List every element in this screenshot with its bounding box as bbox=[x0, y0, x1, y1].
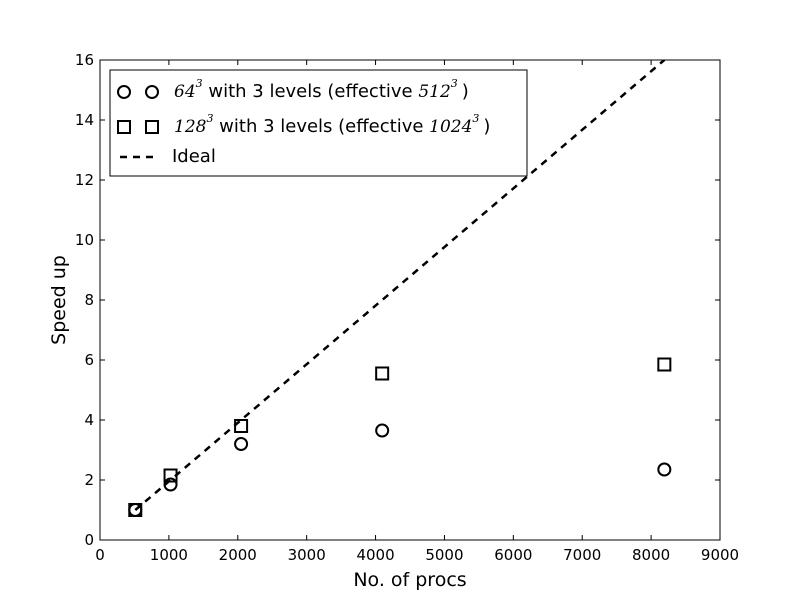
legend-effective-exponent: 3 bbox=[451, 77, 458, 90]
x-tick-label: 0 bbox=[95, 546, 105, 564]
y-tick-label: 10 bbox=[75, 231, 94, 249]
legend-label-circle-series: 643 with 3 levels (effective 5123) bbox=[174, 77, 469, 102]
square-data-point bbox=[657, 357, 672, 372]
x-tick-label: 4000 bbox=[356, 546, 394, 564]
circle-data-point bbox=[234, 437, 249, 451]
y-tick-label: 16 bbox=[75, 51, 94, 69]
x-tick-label: 9000 bbox=[701, 546, 739, 564]
x-tick-label: 3000 bbox=[288, 546, 326, 564]
legend-box bbox=[109, 69, 528, 177]
ideal-line bbox=[134, 60, 666, 511]
legend-label-ideal: Ideal bbox=[172, 146, 216, 167]
legend-circle-marker bbox=[117, 85, 131, 99]
legend-effective-base: 512 bbox=[418, 82, 450, 102]
legend-entry-square-series: 1283 with 3 levels (effective 10243) bbox=[117, 112, 490, 137]
legend-square-marker bbox=[145, 120, 159, 134]
x-tick-label: 7000 bbox=[563, 546, 601, 564]
circle-data-point bbox=[657, 462, 672, 477]
square-data-point bbox=[234, 419, 249, 433]
plot-marks bbox=[128, 60, 672, 517]
x-tick-label: 5000 bbox=[425, 546, 463, 564]
y-axis-label: Speed up bbox=[48, 255, 70, 345]
legend-entry-ideal: Ideal bbox=[120, 146, 216, 167]
x-axis-label: No. of procs bbox=[353, 569, 466, 591]
circle-data-point bbox=[375, 423, 390, 438]
legend-middle-text: with 3 levels (effective bbox=[203, 81, 419, 102]
legend-close-paren: ) bbox=[483, 116, 490, 137]
legend-square-marker bbox=[117, 120, 131, 134]
y-tick-label: 14 bbox=[75, 111, 94, 129]
y-tick-label: 0 bbox=[84, 531, 94, 549]
square-data-point bbox=[375, 366, 390, 381]
y-tick-label: 4 bbox=[84, 411, 94, 429]
legend-label-square-series: 1283 with 3 levels (effective 10243) bbox=[174, 112, 490, 137]
legend-close-paren: ) bbox=[462, 81, 469, 102]
legend-exponent: 3 bbox=[196, 77, 203, 90]
x-tick-label: 2000 bbox=[219, 546, 257, 564]
y-tick-label: 12 bbox=[75, 171, 94, 189]
circle-data-point bbox=[163, 477, 178, 492]
legend: 643 with 3 levels (effective 5123) 1283 … bbox=[109, 69, 528, 177]
legend-base: 64 bbox=[174, 82, 196, 102]
legend-base: 128 bbox=[174, 117, 207, 137]
legend-effective-base: 1024 bbox=[429, 117, 472, 137]
y-tick-label: 6 bbox=[84, 351, 94, 369]
x-tick-label: 6000 bbox=[494, 546, 532, 564]
x-tick-label: 8000 bbox=[632, 546, 670, 564]
y-tick-label: 8 bbox=[84, 291, 94, 309]
legend-entry-circle-series: 643 with 3 levels (effective 5123) bbox=[117, 77, 469, 102]
square-data-point bbox=[128, 503, 143, 517]
legend-middle-text: with 3 levels (effective bbox=[213, 116, 429, 137]
legend-circle-marker bbox=[145, 85, 159, 99]
ticks-layer: 0 1000 2000 3000 4000 5000 6000 7000 8000 9000 0 2 4… bbox=[75, 51, 739, 564]
y-tick-label: 2 bbox=[84, 471, 94, 489]
square-data-point bbox=[163, 468, 178, 483]
legend-effective-exponent: 3 bbox=[472, 112, 479, 125]
x-tick-label: 1000 bbox=[150, 546, 188, 564]
legend-exponent: 3 bbox=[206, 112, 213, 125]
